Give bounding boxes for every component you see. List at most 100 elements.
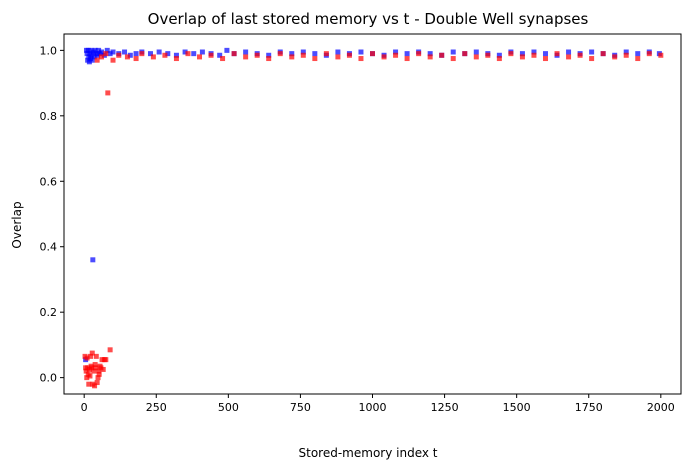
data-point-s0-31 [156,49,162,55]
data-point-s1-83 [646,51,652,57]
data-point-s0-46 [300,49,306,55]
data-point-s1-33 [98,54,104,60]
data-point-s0-34 [182,49,188,55]
data-point-s1-9 [87,373,93,379]
data-point-s0-15 [92,47,98,53]
plot-points [82,47,664,389]
data-point-s0-6 [86,59,92,65]
data-point-s0-57 [427,51,433,57]
x-tick-label: 500 [218,401,239,414]
data-point-s1-29 [103,357,109,363]
data-point-s1-10 [88,353,94,359]
data-point-s1-13 [89,350,95,356]
data-point-s1-57 [346,52,352,58]
data-point-s1-27 [100,366,106,372]
data-point-s1-78 [589,56,595,62]
data-point-s1-4 [84,355,90,361]
data-point-s1-55 [323,51,329,57]
data-point-s1-60 [381,54,387,60]
data-point-s1-2 [83,368,89,374]
data-point-s1-56 [335,54,341,60]
data-point-s1-69 [485,52,491,58]
data-point-s1-84 [658,52,664,58]
data-point-s0-41 [243,49,249,55]
data-point-s0-2 [84,51,90,57]
data-point-s1-36 [116,52,122,58]
data-point-s1-79 [600,51,606,57]
data-point-s1-71 [508,51,514,57]
data-point-s1-58 [358,56,364,62]
data-point-s1-15 [91,368,97,374]
data-point-s0-59 [450,49,456,55]
data-point-s0-22 [104,47,110,53]
data-point-s1-46 [220,56,226,62]
data-point-s0-67 [542,51,548,57]
data-point-s1-74 [542,56,548,62]
x-tick-label: 1000 [359,401,387,414]
data-point-s0-10 [89,52,95,58]
data-point-s1-47 [231,51,237,57]
data-point-s1-18 [93,365,99,371]
y-axis-ticks: 0.0 0.2 0.4 0.6 0.8 1.0 [40,44,64,385]
data-point-s1-73 [531,52,537,58]
data-point-s1-16 [92,383,98,389]
data-point-s0-26 [122,49,128,55]
data-point-s0-35 [191,51,197,57]
data-point-s1-48 [243,54,249,60]
data-point-s1-32 [94,57,100,63]
data-point-s1-59 [370,51,375,57]
data-point-s0-66 [531,49,537,55]
data-point-s1-39 [139,51,145,57]
data-point-s0-4 [85,47,91,53]
y-tick-label: 0.4 [40,241,58,254]
plot-frame [63,33,682,395]
data-point-s0-51 [358,49,364,55]
y-tick-label: 1.0 [40,44,58,57]
data-point-s0-45 [289,51,295,57]
data-point-s0-23 [107,51,113,57]
data-point-s0-74 [623,49,629,55]
data-point-s1-68 [473,54,479,60]
data-point-s1-45 [208,52,214,58]
data-point-s1-44 [197,54,203,60]
data-point-s1-22 [96,368,102,374]
data-point-s1-40 [150,54,156,60]
data-point-s1-20 [94,380,100,386]
chart-title: Overlap of last stored memory vs t - Dou… [148,10,589,28]
data-point-s1-53 [300,52,306,58]
y-axis-label: Overlap [10,201,24,248]
x-tick-label: 1250 [431,401,459,414]
x-tick-label: 1750 [575,401,603,414]
y-tick-label: 0.8 [40,110,58,123]
data-point-s0-30 [147,51,153,57]
data-point-s1-65 [439,52,445,58]
data-point-s0-14 [91,54,97,60]
data-point-s1-49 [254,52,260,58]
data-point-s0-20 [98,49,104,55]
data-point-s1-82 [635,56,641,62]
y-tick-label: 0.2 [40,306,58,319]
data-point-s1-31 [107,347,113,353]
data-point-s1-75 [554,51,560,57]
data-point-s1-7 [86,381,92,387]
data-point-s1-17 [92,362,98,368]
data-point-s1-42 [173,56,179,62]
data-point-s0-39 [224,47,230,53]
data-point-s1-51 [277,51,283,57]
data-point-s0-54 [393,49,399,55]
data-point-s1-43 [185,51,191,57]
x-tick-label: 750 [290,401,311,414]
data-point-s0-43 [266,52,272,58]
x-axis-ticks: 0 250 500 750 1000 1250 1500 1750 2000 [81,394,675,414]
x-tick-label: 1500 [503,401,531,414]
data-point-s1-30 [105,90,111,96]
data-point-s0-24 [110,49,116,55]
x-tick-label: 250 [146,401,167,414]
data-point-s1-66 [450,56,456,62]
x-tick-label: 0 [81,401,88,414]
data-point-s1-77 [577,52,583,58]
data-point-s0-55 [404,51,410,57]
data-point-s1-70 [496,56,502,62]
